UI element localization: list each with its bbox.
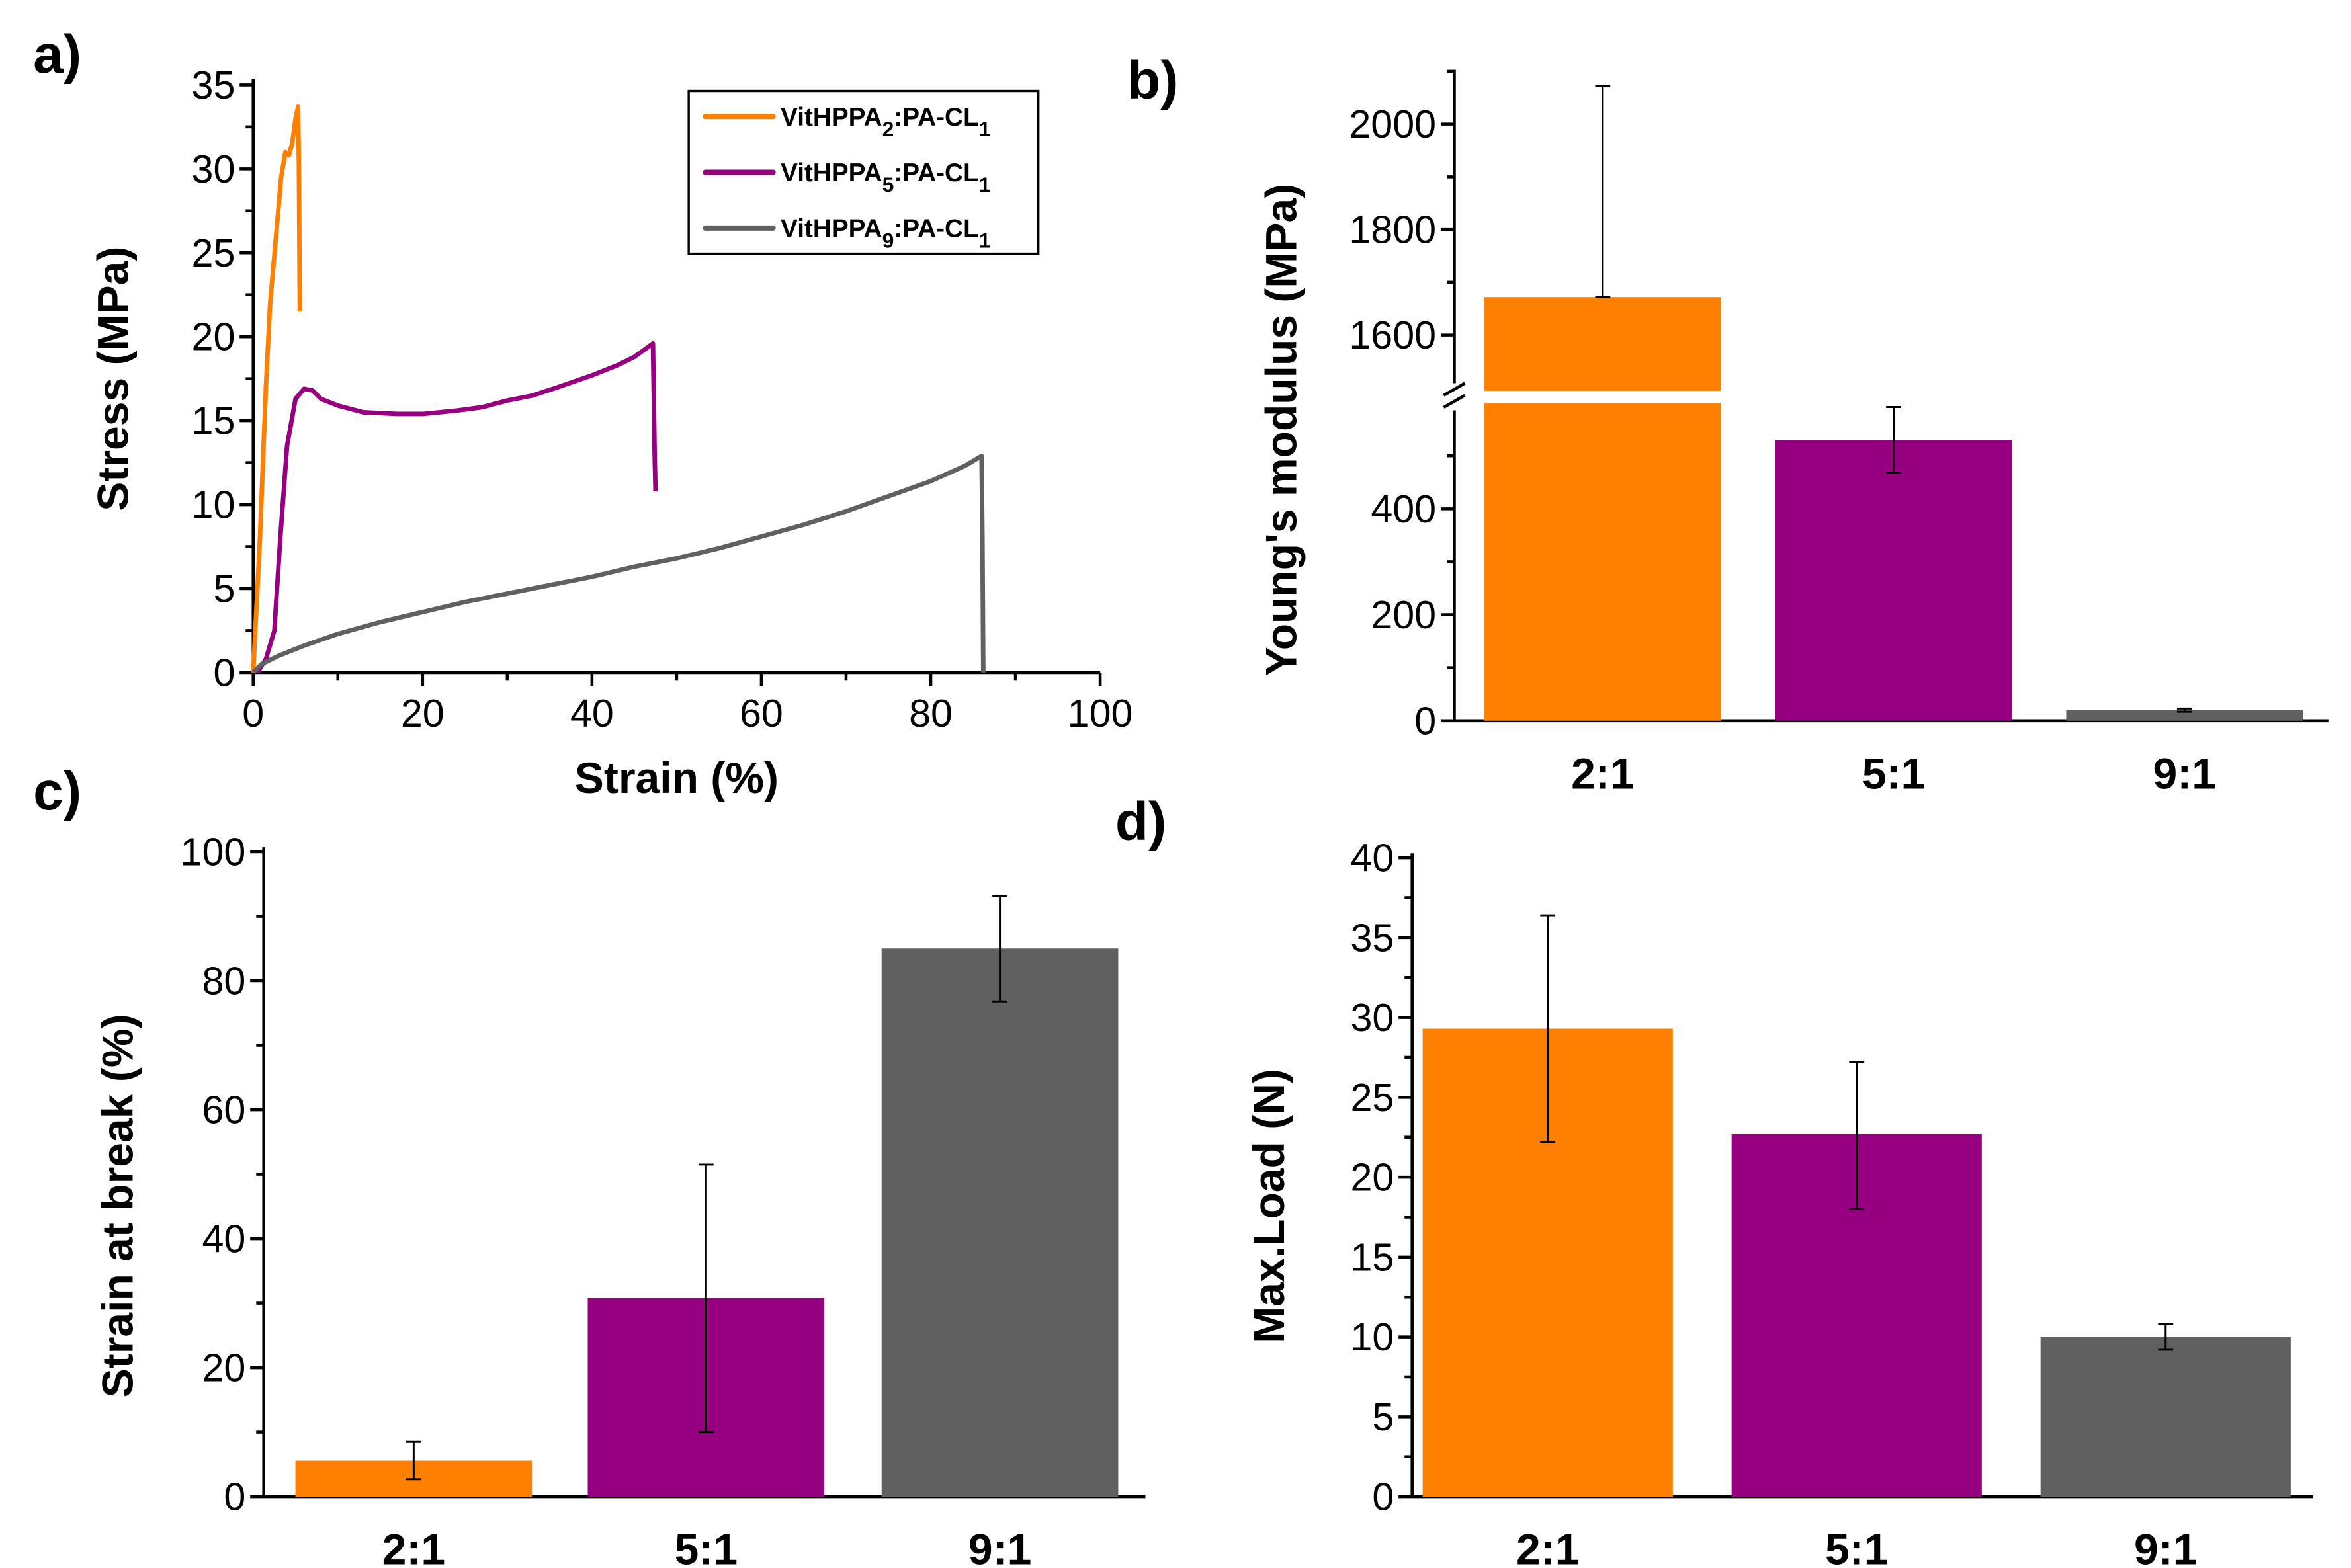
y-tick-label-b: 400 [1371, 487, 1436, 531]
y-tick-label-b: 200 [1371, 593, 1436, 637]
category-label-b: 5:1 [1862, 749, 1925, 798]
y-axis-title-d: Max.Load (N) [1244, 1069, 1293, 1343]
y-tick-label-d: 30 [1350, 995, 1394, 1040]
bar-lower-segment [1484, 403, 1721, 721]
category-label-b: 2:1 [1571, 749, 1634, 798]
x-tick-label-a: 0 [242, 691, 264, 735]
y-tick-label-d: 20 [1350, 1155, 1394, 1200]
y-tick-label-c: 80 [202, 959, 245, 1003]
series-line-2 [251, 104, 302, 673]
y-tick-label-a: 10 [192, 483, 235, 527]
y-tick-label-b: 1800 [1349, 208, 1436, 252]
category-label-d: 5:1 [1825, 1525, 1888, 1568]
panel-label-d: d) [1115, 792, 1166, 852]
y-tick-label-b: 1600 [1349, 313, 1436, 357]
y-tick-label-a: 25 [192, 231, 235, 275]
y-axis-title-b: Young's modulus (MPa) [1256, 184, 1305, 677]
y-tick-label-b: 2000 [1349, 102, 1436, 146]
y-tick-label-d: 5 [1372, 1395, 1394, 1439]
y-tick-label-c: 20 [202, 1346, 245, 1390]
y-tick-label-d: 40 [1350, 836, 1394, 880]
legend-label: VitHPPA2:PA-CL1 [781, 103, 990, 141]
y-axis-title-a: Stress (MPa) [89, 247, 138, 511]
y-tick-label-c: 0 [224, 1475, 245, 1519]
y-tick-label-d: 10 [1350, 1315, 1394, 1359]
bar [881, 948, 1119, 1497]
category-label-d: 9:1 [2134, 1525, 2197, 1568]
category-label-d: 2:1 [1516, 1525, 1579, 1568]
category-label-c: 5:1 [675, 1525, 738, 1568]
bar [2040, 1337, 2291, 1497]
category-label-b: 9:1 [2153, 749, 2216, 798]
y-tick-label-b: 0 [1414, 698, 1436, 743]
y-tick-label-a: 35 [192, 63, 235, 107]
y-tick-label-c: 100 [181, 830, 246, 874]
category-label-c: 2:1 [382, 1525, 445, 1568]
y-tick-label-a: 5 [213, 566, 235, 610]
axis-break-mark [1443, 393, 1466, 409]
series-line-5 [255, 341, 658, 674]
y-tick-label-c: 40 [202, 1217, 245, 1261]
bar [1775, 440, 2012, 721]
panel-label-c: c) [33, 761, 81, 821]
y-axis-title-c: Strain at break (%) [93, 1014, 142, 1397]
x-tick-label-a: 80 [909, 691, 953, 735]
y-tick-label-d: 35 [1350, 915, 1394, 960]
x-tick-label-a: 60 [740, 691, 783, 735]
panel-label-a: a) [33, 24, 81, 85]
legend-label: VitHPPA5:PA-CL1 [781, 159, 990, 196]
x-tick-label-a: 20 [401, 691, 445, 735]
legend-label: VitHPPA9:PA-CL1 [781, 215, 990, 253]
x-tick-label-a: 100 [1068, 691, 1133, 735]
bar-upper-segment [1484, 297, 1721, 391]
x-tick-label-a: 40 [570, 691, 614, 735]
category-label-c: 9:1 [968, 1525, 1031, 1568]
y-tick-label-d: 15 [1350, 1235, 1394, 1279]
y-tick-label-a: 30 [192, 147, 235, 191]
y-tick-label-d: 0 [1372, 1475, 1394, 1519]
x-axis-title-a: Strain (%) [575, 753, 779, 802]
axis-break-mark [1443, 382, 1466, 397]
series-line-9 [251, 454, 986, 675]
y-tick-label-a: 20 [192, 315, 235, 359]
y-tick-label-a: 0 [213, 650, 235, 694]
panel-label-b: b) [1127, 50, 1178, 110]
y-tick-label-d: 25 [1350, 1075, 1394, 1120]
bar [2066, 710, 2303, 721]
y-tick-label-a: 15 [192, 399, 235, 443]
y-tick-label-c: 60 [202, 1088, 245, 1132]
